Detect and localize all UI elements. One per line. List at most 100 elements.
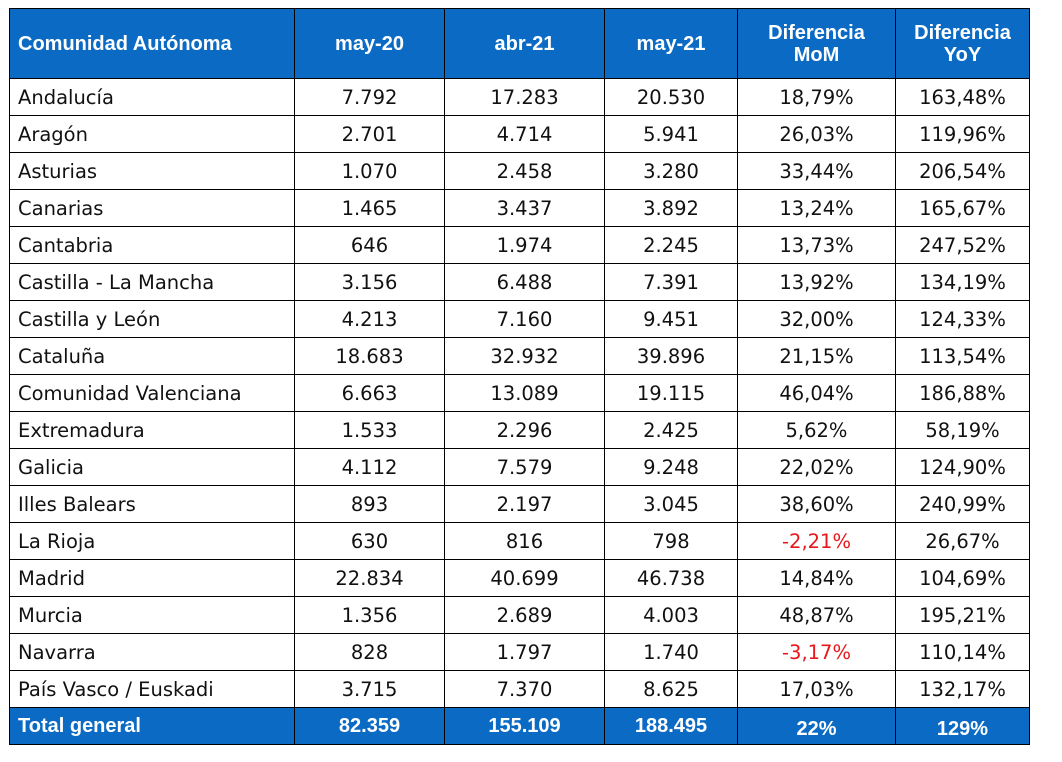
cell-may-20: 6.663	[294, 374, 445, 412]
table-row: Asturias 1.070 2.458 3.280 33,44% 206,54%	[9, 152, 1030, 190]
cell-abr-21: 40.699	[444, 559, 605, 597]
cell-abr-21: 2.458	[444, 152, 605, 190]
cell-may-20: 18.683	[294, 337, 445, 375]
cell-may-20: 630	[294, 522, 445, 560]
cell-may-20: 1.533	[294, 411, 445, 449]
cell-comunidad: Castilla - La Mancha	[9, 263, 295, 301]
cell-comunidad: Andalucía	[9, 78, 295, 116]
cell-diferencia-yoy: 206,54%	[895, 152, 1030, 190]
cell-may-21: 46.738	[604, 559, 738, 597]
total-cell-may-20: 82.359	[294, 707, 445, 745]
cell-comunidad: Galicia	[9, 448, 295, 486]
cell-may-21: 3.892	[604, 189, 738, 227]
cell-diferencia-yoy: 247,52%	[895, 226, 1030, 264]
column-header-line: may-20	[335, 32, 404, 55]
cell-diferencia-mom: 33,44%	[737, 152, 896, 190]
cell-may-21: 3.045	[604, 485, 738, 523]
cell-may-20: 828	[294, 633, 445, 671]
cell-diferencia-mom: 21,15%	[737, 337, 896, 375]
table-row: Cataluña 18.683 32.932 39.896 21,15% 113,54%	[9, 337, 1030, 375]
column-header-line: Diferencia	[768, 21, 865, 44]
table-row: País Vasco / Euskadi 3.715 7.370 8.625 17,03…	[9, 670, 1030, 708]
column-header-comunidad: Comunidad Autónoma	[9, 8, 295, 79]
cell-diferencia-mom: -3,17%	[737, 633, 896, 671]
cell-diferencia-mom: 13,92%	[737, 263, 896, 301]
cell-may-21: 39.896	[604, 337, 738, 375]
cell-may-21: 2.245	[604, 226, 738, 264]
cell-diferencia-yoy: 104,69%	[895, 559, 1030, 597]
table-row: Madrid 22.834 40.699 46.738 14,84% 104,69%	[9, 559, 1030, 597]
cell-abr-21: 32.932	[444, 337, 605, 375]
column-header-abr-21: abr-21	[444, 8, 605, 79]
cell-may-21: 3.280	[604, 152, 738, 190]
cell-diferencia-mom: 22,02%	[737, 448, 896, 486]
cell-comunidad: Murcia	[9, 596, 295, 634]
total-cell-abr-21: 155.109	[444, 707, 605, 745]
table-header: Comunidad Autónoma may-20 abr-21 may-21 Dife…	[9, 8, 1030, 79]
table-body: Andalucía 7.792 17.283 20.530 18,79% 163,48% A…	[9, 78, 1030, 708]
cell-may-20: 3.156	[294, 263, 445, 301]
cell-comunidad: Cantabria	[9, 226, 295, 264]
cell-comunidad: Cataluña	[9, 337, 295, 375]
cell-diferencia-yoy: 124,90%	[895, 448, 1030, 486]
cell-comunidad: País Vasco / Euskadi	[9, 670, 295, 708]
cell-may-21: 9.451	[604, 300, 738, 338]
cell-diferencia-yoy: 134,19%	[895, 263, 1030, 301]
cell-may-20: 1.070	[294, 152, 445, 190]
table-row: Illes Balears 893 2.197 3.045 38,60% 240,99%	[9, 485, 1030, 523]
table-row: Comunidad Valenciana 6.663 13.089 19.115 46,…	[9, 374, 1030, 412]
cell-diferencia-yoy: 58,19%	[895, 411, 1030, 449]
cell-diferencia-mom: 17,03%	[737, 670, 896, 708]
total-cell-may-21: 188.495	[604, 707, 738, 745]
column-header-line: YoY	[943, 43, 982, 66]
cell-may-21: 798	[604, 522, 738, 560]
cell-diferencia-yoy: 119,96%	[895, 115, 1030, 153]
cell-may-21: 19.115	[604, 374, 738, 412]
cell-abr-21: 2.689	[444, 596, 605, 634]
cell-may-20: 893	[294, 485, 445, 523]
header-row: Comunidad Autónoma may-20 abr-21 may-21 Dife…	[9, 8, 1030, 79]
cell-comunidad: La Rioja	[9, 522, 295, 560]
cell-diferencia-mom: 14,84%	[737, 559, 896, 597]
cell-may-21: 5.941	[604, 115, 738, 153]
cell-may-20: 7.792	[294, 78, 445, 116]
column-header-line: Comunidad Autónoma	[18, 32, 232, 55]
cell-comunidad: Comunidad Valenciana	[9, 374, 295, 412]
cell-diferencia-yoy: 110,14%	[895, 633, 1030, 671]
cell-diferencia-yoy: 165,67%	[895, 189, 1030, 227]
table-row: Cantabria 646 1.974 2.245 13,73% 247,52%	[9, 226, 1030, 264]
cell-comunidad: Illes Balears	[9, 485, 295, 523]
cell-abr-21: 13.089	[444, 374, 605, 412]
cell-may-21: 1.740	[604, 633, 738, 671]
cell-abr-21: 6.488	[444, 263, 605, 301]
cell-diferencia-mom: 13,24%	[737, 189, 896, 227]
cell-diferencia-yoy: 163,48%	[895, 78, 1030, 116]
table-row: Navarra 828 1.797 1.740 -3,17% 110,14%	[9, 633, 1030, 671]
cell-may-21: 2.425	[604, 411, 738, 449]
cell-abr-21: 7.579	[444, 448, 605, 486]
total-cell-comunidad: Total general	[9, 707, 295, 745]
total-cell-diferencia-yoy: 129%	[895, 707, 1030, 745]
cell-diferencia-yoy: 186,88%	[895, 374, 1030, 412]
cell-may-21: 4.003	[604, 596, 738, 634]
cell-abr-21: 1.974	[444, 226, 605, 264]
cell-comunidad: Canarias	[9, 189, 295, 227]
column-header-line: abr-21	[494, 32, 555, 55]
cell-comunidad: Castilla y León	[9, 300, 295, 338]
table-row: Castilla y León 4.213 7.160 9.451 32,00% 124,…	[9, 300, 1030, 338]
cell-diferencia-mom: 48,87%	[737, 596, 896, 634]
cell-diferencia-mom: 46,04%	[737, 374, 896, 412]
cell-diferencia-mom: 26,03%	[737, 115, 896, 153]
cell-may-21: 7.391	[604, 263, 738, 301]
table-row: Galicia 4.112 7.579 9.248 22,02% 124,90%	[9, 448, 1030, 486]
cell-abr-21: 3.437	[444, 189, 605, 227]
column-header-diferencia-yoy: Diferencia YoY	[895, 8, 1030, 79]
column-header-line: Diferencia	[914, 21, 1011, 44]
cell-may-21: 8.625	[604, 670, 738, 708]
cell-may-20: 1.465	[294, 189, 445, 227]
table-row: Andalucía 7.792 17.283 20.530 18,79% 163,48%	[9, 78, 1030, 116]
cell-abr-21: 17.283	[444, 78, 605, 116]
table-row: Canarias 1.465 3.437 3.892 13,24% 165,67%	[9, 189, 1030, 227]
cell-diferencia-mom: 38,60%	[737, 485, 896, 523]
cell-diferencia-mom: 18,79%	[737, 78, 896, 116]
